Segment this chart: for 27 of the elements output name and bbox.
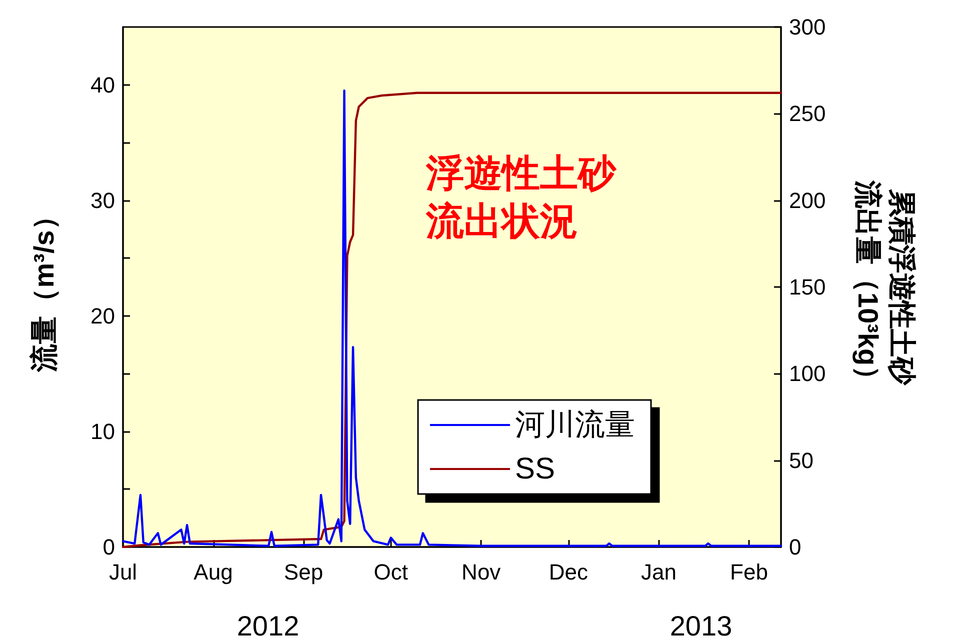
y-tick-label: 30 xyxy=(90,188,115,213)
x-tick-label: Nov xyxy=(462,560,501,584)
y2-axis-title: 累積浮遊性土砂流出量（10³kg） xyxy=(852,179,918,394)
x-tick-label: Jul xyxy=(108,560,138,584)
legend-label: SS xyxy=(515,452,556,486)
x-tick-label: Jan xyxy=(640,560,676,584)
x-tick-label: Sep xyxy=(284,560,324,584)
x-tick-label: Aug xyxy=(194,560,233,584)
text: 2013 xyxy=(670,610,732,642)
y2-tick-label: 250 xyxy=(789,101,826,126)
text: 2012 xyxy=(236,610,300,642)
y2-tick-label: 200 xyxy=(789,188,826,213)
y-tick-label: 20 xyxy=(90,303,115,328)
y2-tick-label: 150 xyxy=(789,274,826,300)
y2-tick-label: 50 xyxy=(789,448,814,473)
y-axis-title: 流量（m³/s） xyxy=(28,202,60,373)
x-tick-label: Dec xyxy=(548,560,588,584)
x-tick-label: Feb xyxy=(730,560,768,584)
annotation: 浮遊性土砂流出状況 xyxy=(425,153,617,243)
x-tick-label: Oct xyxy=(374,560,408,584)
y2-tick-label: 0 xyxy=(789,534,802,560)
y2-tick-label: 300 xyxy=(789,14,826,40)
y-tick-label: 0 xyxy=(102,534,115,560)
y-tick-label: 40 xyxy=(90,72,115,98)
y-tick-label: 10 xyxy=(90,418,115,444)
legend-label: 河川流量 xyxy=(515,408,635,442)
y2-tick-label: 100 xyxy=(789,361,826,386)
